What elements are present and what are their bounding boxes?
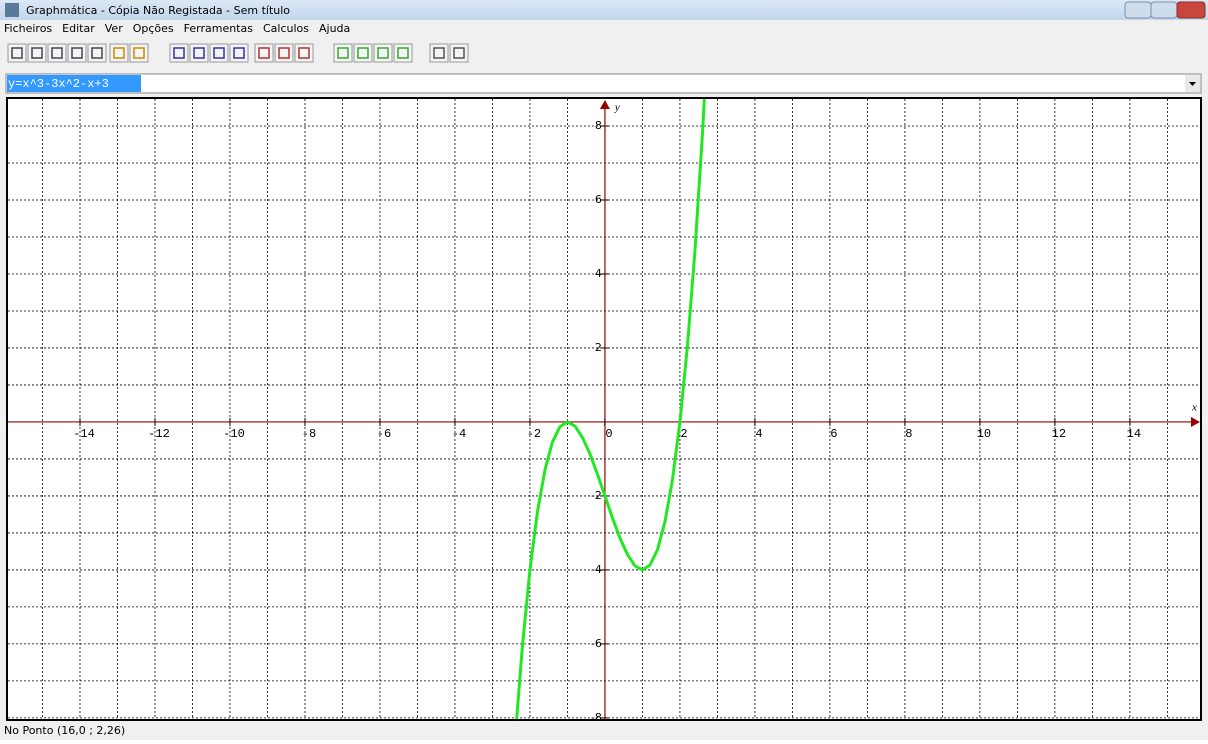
toolbar-button[interactable] bbox=[353, 43, 373, 63]
y-tick-label: 8 bbox=[595, 119, 602, 132]
toolbar-icon bbox=[213, 47, 225, 59]
x-tick-label: -8 bbox=[302, 427, 316, 441]
toolbar-icon bbox=[51, 47, 63, 59]
toolbar-icon bbox=[258, 47, 270, 59]
toolbar-icon bbox=[298, 47, 310, 59]
y-tick-label: -6 bbox=[591, 637, 602, 650]
toolbar-icon bbox=[91, 47, 103, 59]
window-title: Graphmática - Cópia Não Registada - Sem … bbox=[26, 4, 290, 17]
x-tick-label: 4 bbox=[755, 427, 762, 441]
toolbar-icon bbox=[433, 47, 445, 59]
toolbar-icon bbox=[377, 47, 389, 59]
y-tick-label: -2 bbox=[591, 489, 602, 502]
toolbar bbox=[7, 43, 469, 63]
toolbar-icon bbox=[278, 47, 290, 59]
toolbar-button[interactable] bbox=[274, 43, 294, 63]
toolbar-icon bbox=[193, 47, 205, 59]
toolbar-icon bbox=[113, 47, 125, 59]
close-button[interactable] bbox=[1176, 1, 1206, 19]
toolbar-button[interactable] bbox=[87, 43, 107, 63]
toolbar-button[interactable] bbox=[189, 43, 209, 63]
menu-item[interactable]: Ver bbox=[105, 22, 123, 35]
x-tick-label: 14 bbox=[1127, 427, 1141, 441]
x-tick-label: -10 bbox=[223, 427, 245, 441]
menu-item[interactable]: Editar bbox=[62, 22, 95, 35]
maximize-button[interactable] bbox=[1150, 1, 1178, 19]
menu-item[interactable]: Ficheiros bbox=[4, 22, 52, 35]
x-tick-label: 2 bbox=[680, 427, 687, 441]
x-tick-label: -4 bbox=[452, 427, 466, 441]
toolbar-button[interactable] bbox=[27, 43, 47, 63]
x-tick-label: -14 bbox=[73, 427, 95, 441]
toolbar-icon bbox=[11, 47, 23, 59]
toolbar-button[interactable] bbox=[429, 43, 449, 63]
y-tick-label: -4 bbox=[591, 563, 602, 576]
menu-bar: Ficheiros Editar Ver Opções Ferramentas Calcu… bbox=[4, 22, 350, 35]
toolbar-button[interactable] bbox=[209, 43, 229, 63]
dropdown-arrow bbox=[1189, 82, 1196, 86]
toolbar-icon bbox=[453, 47, 465, 59]
toolbar-button[interactable] bbox=[7, 43, 27, 63]
x-axis-arrow bbox=[1191, 416, 1200, 427]
selection bbox=[7, 75, 141, 92]
toolbar-button[interactable] bbox=[47, 43, 67, 63]
toolbar-icon bbox=[357, 47, 369, 59]
x-tick-label: -6 bbox=[377, 427, 391, 441]
toolbar-button[interactable] bbox=[129, 43, 149, 63]
toolbar-button[interactable] bbox=[333, 43, 353, 63]
equation-text: y=x^3-3x^2-x+3 bbox=[8, 77, 109, 91]
toolbar-button[interactable] bbox=[169, 43, 189, 63]
toolbar-icon bbox=[31, 47, 43, 59]
status-bar: No Ponto (16,0 ; 2,26) bbox=[4, 724, 125, 737]
x-tick-label: 0 bbox=[605, 427, 612, 441]
y-tick-label: 2 bbox=[595, 341, 602, 354]
toolbar-icon bbox=[233, 47, 245, 59]
x-axis-label: x bbox=[1191, 401, 1197, 413]
toolbar-icon bbox=[71, 47, 83, 59]
menu-item[interactable]: Opções bbox=[133, 22, 174, 35]
app-icon bbox=[5, 3, 19, 17]
toolbar-icon bbox=[337, 47, 349, 59]
x-tick-label: 8 bbox=[905, 427, 912, 441]
toolbar-icon bbox=[133, 47, 145, 59]
y-axis-label: y bbox=[614, 102, 620, 114]
y-tick-label: 4 bbox=[595, 267, 602, 280]
curve bbox=[515, 99, 706, 719]
minimize-button[interactable] bbox=[1124, 1, 1152, 19]
plot-area[interactable] bbox=[6, 97, 1202, 721]
x-tick-label: 6 bbox=[830, 427, 837, 441]
toolbar-button[interactable] bbox=[229, 43, 249, 63]
x-tick-label: -12 bbox=[148, 427, 170, 441]
y-axis-arrow bbox=[599, 100, 610, 109]
toolbar-button[interactable] bbox=[254, 43, 274, 63]
toolbar-button[interactable] bbox=[373, 43, 393, 63]
toolbar-icon bbox=[173, 47, 185, 59]
title-bar bbox=[0, 0, 1208, 20]
toolbar-icon bbox=[397, 47, 409, 59]
toolbar-button[interactable] bbox=[393, 43, 413, 63]
toolbar-button[interactable] bbox=[294, 43, 314, 63]
toolbar-button[interactable] bbox=[449, 43, 469, 63]
toolbar-button[interactable] bbox=[109, 43, 129, 63]
y-tick-label: 6 bbox=[595, 193, 602, 206]
x-tick-label: -2 bbox=[527, 427, 541, 441]
y-tick-label: -8 bbox=[591, 711, 602, 724]
toolbar-button[interactable] bbox=[67, 43, 87, 63]
menu-item[interactable]: Calculos bbox=[263, 22, 309, 35]
menu-item[interactable]: Ferramentas bbox=[184, 22, 254, 35]
menu-item[interactable]: Ajuda bbox=[319, 22, 350, 35]
x-tick-label: 12 bbox=[1052, 427, 1066, 441]
x-tick-label: 10 bbox=[977, 427, 991, 441]
equation-box[interactable] bbox=[5, 73, 1202, 94]
